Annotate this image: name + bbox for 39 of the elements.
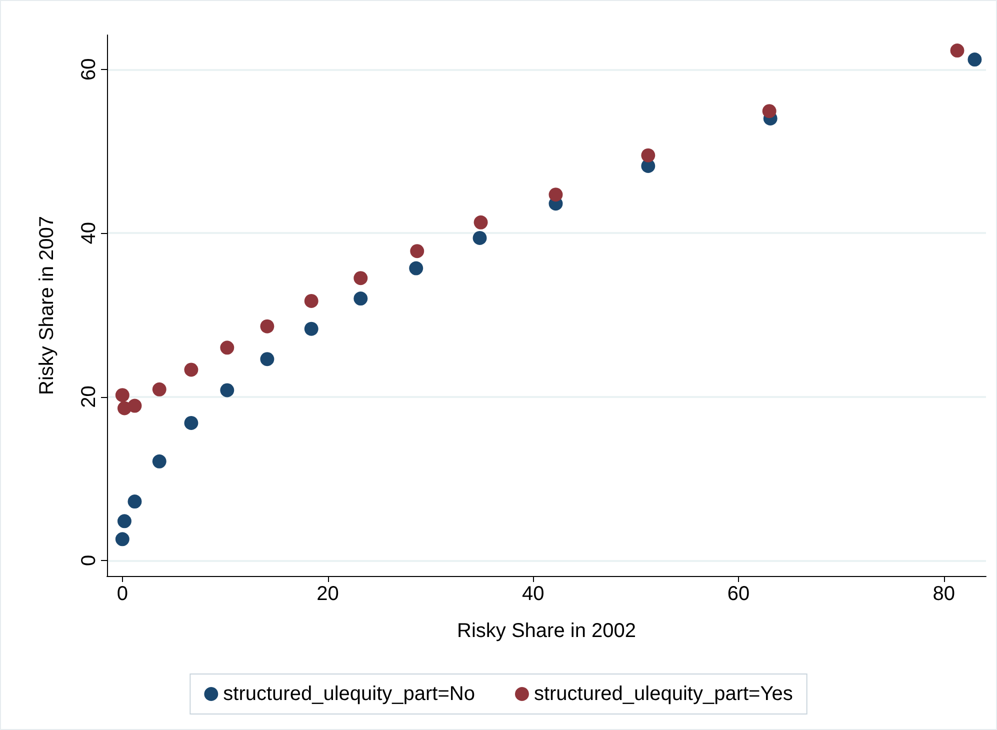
point <box>354 292 368 306</box>
y-tick-label: 20 <box>78 386 100 408</box>
y-tick-label: 40 <box>78 222 100 244</box>
point <box>115 388 130 402</box>
point <box>474 215 488 230</box>
point <box>409 261 424 276</box>
point <box>354 271 368 286</box>
x-tick-label: 80 <box>932 583 956 605</box>
legend-label: structured_ulequity_part=No <box>223 683 475 705</box>
point <box>641 148 656 162</box>
point <box>117 514 132 528</box>
point <box>184 416 198 430</box>
point <box>128 398 142 413</box>
y-tick-label: 0 <box>78 554 100 566</box>
point <box>968 52 982 67</box>
point <box>260 319 274 334</box>
point <box>220 383 234 398</box>
point <box>152 382 166 396</box>
point <box>152 454 166 468</box>
point <box>304 294 318 308</box>
point <box>260 352 274 366</box>
x-tick-label: 60 <box>727 583 750 605</box>
point <box>115 532 130 546</box>
x-tick-label: 0 <box>116 583 128 605</box>
x-tick-label: 40 <box>522 583 544 605</box>
point <box>128 494 142 509</box>
point <box>304 322 318 336</box>
point <box>472 230 487 245</box>
y-axis-title: Risky Share in 2007 <box>36 216 58 395</box>
x-axis-title: Risky Share in 2002 <box>457 620 636 642</box>
point <box>220 340 234 355</box>
point <box>762 104 776 118</box>
y-tick-label: 60 <box>78 58 100 80</box>
point <box>410 244 424 258</box>
x-tick-label: 20 <box>316 583 339 605</box>
point <box>184 362 198 377</box>
point <box>950 44 964 58</box>
point <box>548 188 563 202</box>
legend-label: structured_ulequity_part=Yes <box>534 683 793 705</box>
